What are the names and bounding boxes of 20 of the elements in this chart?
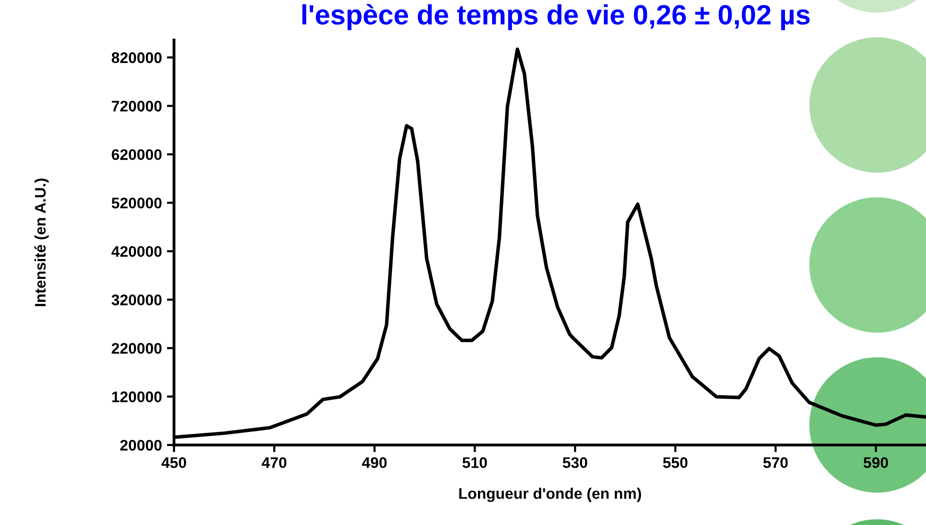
y-tick-label: 820000 (112, 52, 162, 64)
x-tick-label: 490 (362, 457, 387, 468)
y-tick-label: 620000 (112, 149, 162, 160)
x-tick-label: 550 (663, 457, 688, 468)
x-tick-label: 590 (864, 457, 888, 468)
y-tick-label: 420000 (111, 246, 162, 257)
x-tick-label: 510 (462, 457, 487, 468)
x-tick-label: 450 (161, 457, 186, 468)
y-tick-label: 20000 (120, 440, 162, 451)
y-tick-label: 720000 (112, 100, 162, 112)
x-axis-title: Longueur d'onde (en nm) (459, 488, 642, 502)
x-tick-label: 570 (763, 457, 788, 468)
x-tick-label: 530 (562, 457, 588, 468)
y-tick-label: 220000 (112, 342, 162, 354)
y-tick-label: 520000 (112, 198, 162, 208)
chart-title: l'espèce de temps de vie 0,26 ± 0,02 µs (302, 4, 810, 30)
x-tick-label: 470 (262, 457, 286, 468)
y-axis-title: Intensité (en A.U.) (34, 178, 49, 306)
y-tick-label: 120000 (112, 391, 162, 402)
y-tick-label: 320000 (112, 294, 162, 306)
